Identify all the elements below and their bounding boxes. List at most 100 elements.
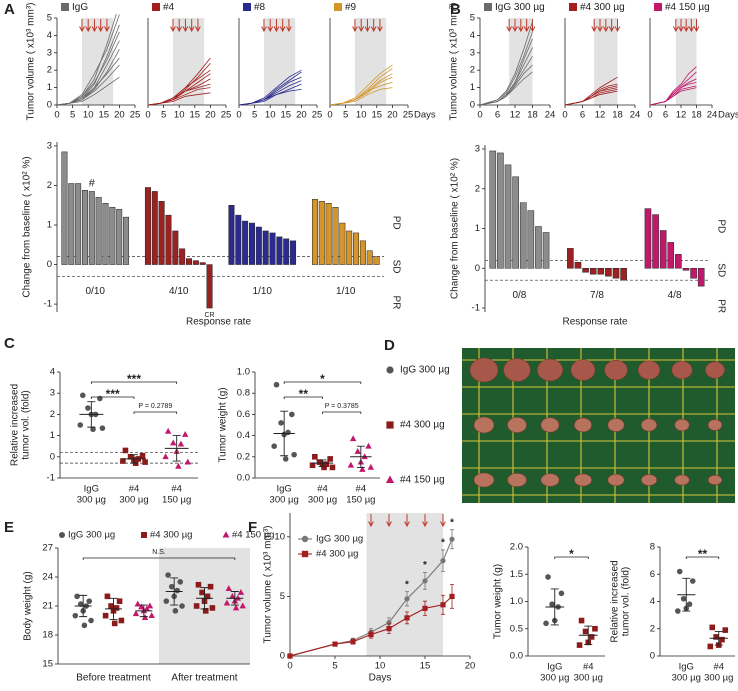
panel-label: C	[4, 335, 15, 352]
x-tick-label: 300 µg	[270, 495, 299, 506]
data-point	[77, 422, 84, 428]
bar-note: #	[89, 177, 96, 189]
bracket	[82, 557, 236, 560]
significance: *	[423, 560, 427, 571]
x-tick-label: #4	[713, 662, 724, 673]
tumor	[607, 473, 625, 487]
chart-title: #8	[254, 2, 266, 13]
x-tick-label: 25	[312, 110, 323, 121]
x-tick-label: 15	[99, 110, 110, 121]
data-point	[273, 381, 280, 388]
y-tick-label: 4	[47, 30, 52, 41]
data-point	[234, 594, 242, 601]
x-axis-label: Response rate	[562, 317, 627, 328]
bar	[165, 214, 172, 265]
tumor	[604, 359, 628, 381]
sd-bar	[682, 577, 691, 612]
bar	[235, 214, 242, 265]
bar	[489, 150, 497, 269]
legend-swatch	[569, 3, 577, 11]
bar	[179, 248, 186, 265]
treatment-arrow	[104, 19, 110, 33]
panel-label: B	[450, 1, 461, 18]
treatment-arrow	[386, 514, 392, 528]
data-point	[202, 608, 209, 614]
bar	[527, 210, 535, 269]
x-tick-label: 18	[612, 110, 623, 121]
treatment-arrow	[188, 19, 195, 33]
bar	[144, 187, 151, 265]
bracket	[685, 556, 720, 559]
data-point	[386, 625, 392, 632]
data-point	[177, 579, 184, 585]
bar	[542, 232, 550, 269]
series-line	[480, 38, 533, 105]
x-tick-label: 300 µg	[672, 673, 701, 684]
data-point	[323, 461, 330, 468]
data-point	[179, 603, 185, 609]
data-point	[223, 599, 231, 606]
y-tick-label: 8	[650, 542, 655, 553]
sd-bar	[109, 597, 118, 620]
bracket-label: P = 0.2789	[138, 403, 172, 410]
treatment-arrow	[279, 19, 286, 33]
x-tick-label: 24	[707, 110, 718, 121]
data-point	[404, 596, 410, 602]
bar	[116, 208, 123, 265]
treatment-arrow	[195, 19, 201, 33]
tumor	[705, 361, 725, 379]
treatment-arrow	[512, 19, 518, 33]
chart-title: #4 300 µg	[580, 2, 625, 13]
x-axis-label: Response rate	[186, 317, 251, 328]
x-tick-label: 300 µg	[77, 495, 106, 506]
data-point	[329, 464, 336, 471]
data-point	[80, 392, 86, 399]
y-tick-label: 4	[650, 596, 655, 607]
bar	[81, 189, 88, 265]
data-point	[239, 602, 246, 609]
x-tick-label: 5	[332, 661, 337, 672]
x-tick-label: 18	[691, 110, 702, 121]
data-point	[578, 617, 585, 624]
bar	[366, 250, 373, 265]
response-rate: 0/10	[85, 286, 105, 297]
bar	[206, 264, 213, 309]
y-tick-label: 0	[475, 263, 480, 274]
x-tick-label: IgG	[84, 484, 99, 495]
data-point	[588, 634, 595, 640]
y-tick-label: 1	[47, 220, 52, 231]
tumor	[674, 474, 690, 486]
data-point	[181, 431, 189, 437]
bracket-label: **	[299, 387, 309, 401]
bar	[283, 238, 290, 265]
bar	[151, 191, 158, 265]
y-tick-label: 0	[470, 100, 475, 111]
bar	[262, 230, 269, 265]
treatment-arrow	[377, 19, 383, 33]
x-tick-label: 12	[676, 110, 687, 121]
legend-swatch	[334, 3, 342, 11]
treatment-arrow	[370, 19, 377, 33]
response-rate: 4/10	[169, 286, 189, 297]
treatment-window	[263, 18, 296, 105]
bar	[61, 151, 68, 265]
bracket-label: **	[698, 547, 708, 561]
data-point	[229, 592, 236, 599]
data-point	[184, 458, 191, 465]
data-point	[278, 420, 284, 426]
bar	[68, 183, 75, 265]
data-point	[209, 605, 216, 611]
bar	[249, 222, 255, 265]
data-point	[111, 620, 118, 627]
data-point	[287, 653, 293, 659]
y-tick-label: 18	[42, 630, 53, 641]
legend-swatch	[243, 3, 251, 11]
x-tick-label: 12	[510, 110, 521, 121]
sd-bar	[139, 604, 148, 618]
y-tick-label: 0	[650, 651, 655, 662]
bar	[242, 220, 249, 265]
response-rate: 1/10	[253, 286, 273, 297]
tumor	[671, 360, 693, 380]
treatment-arrow	[267, 19, 274, 33]
